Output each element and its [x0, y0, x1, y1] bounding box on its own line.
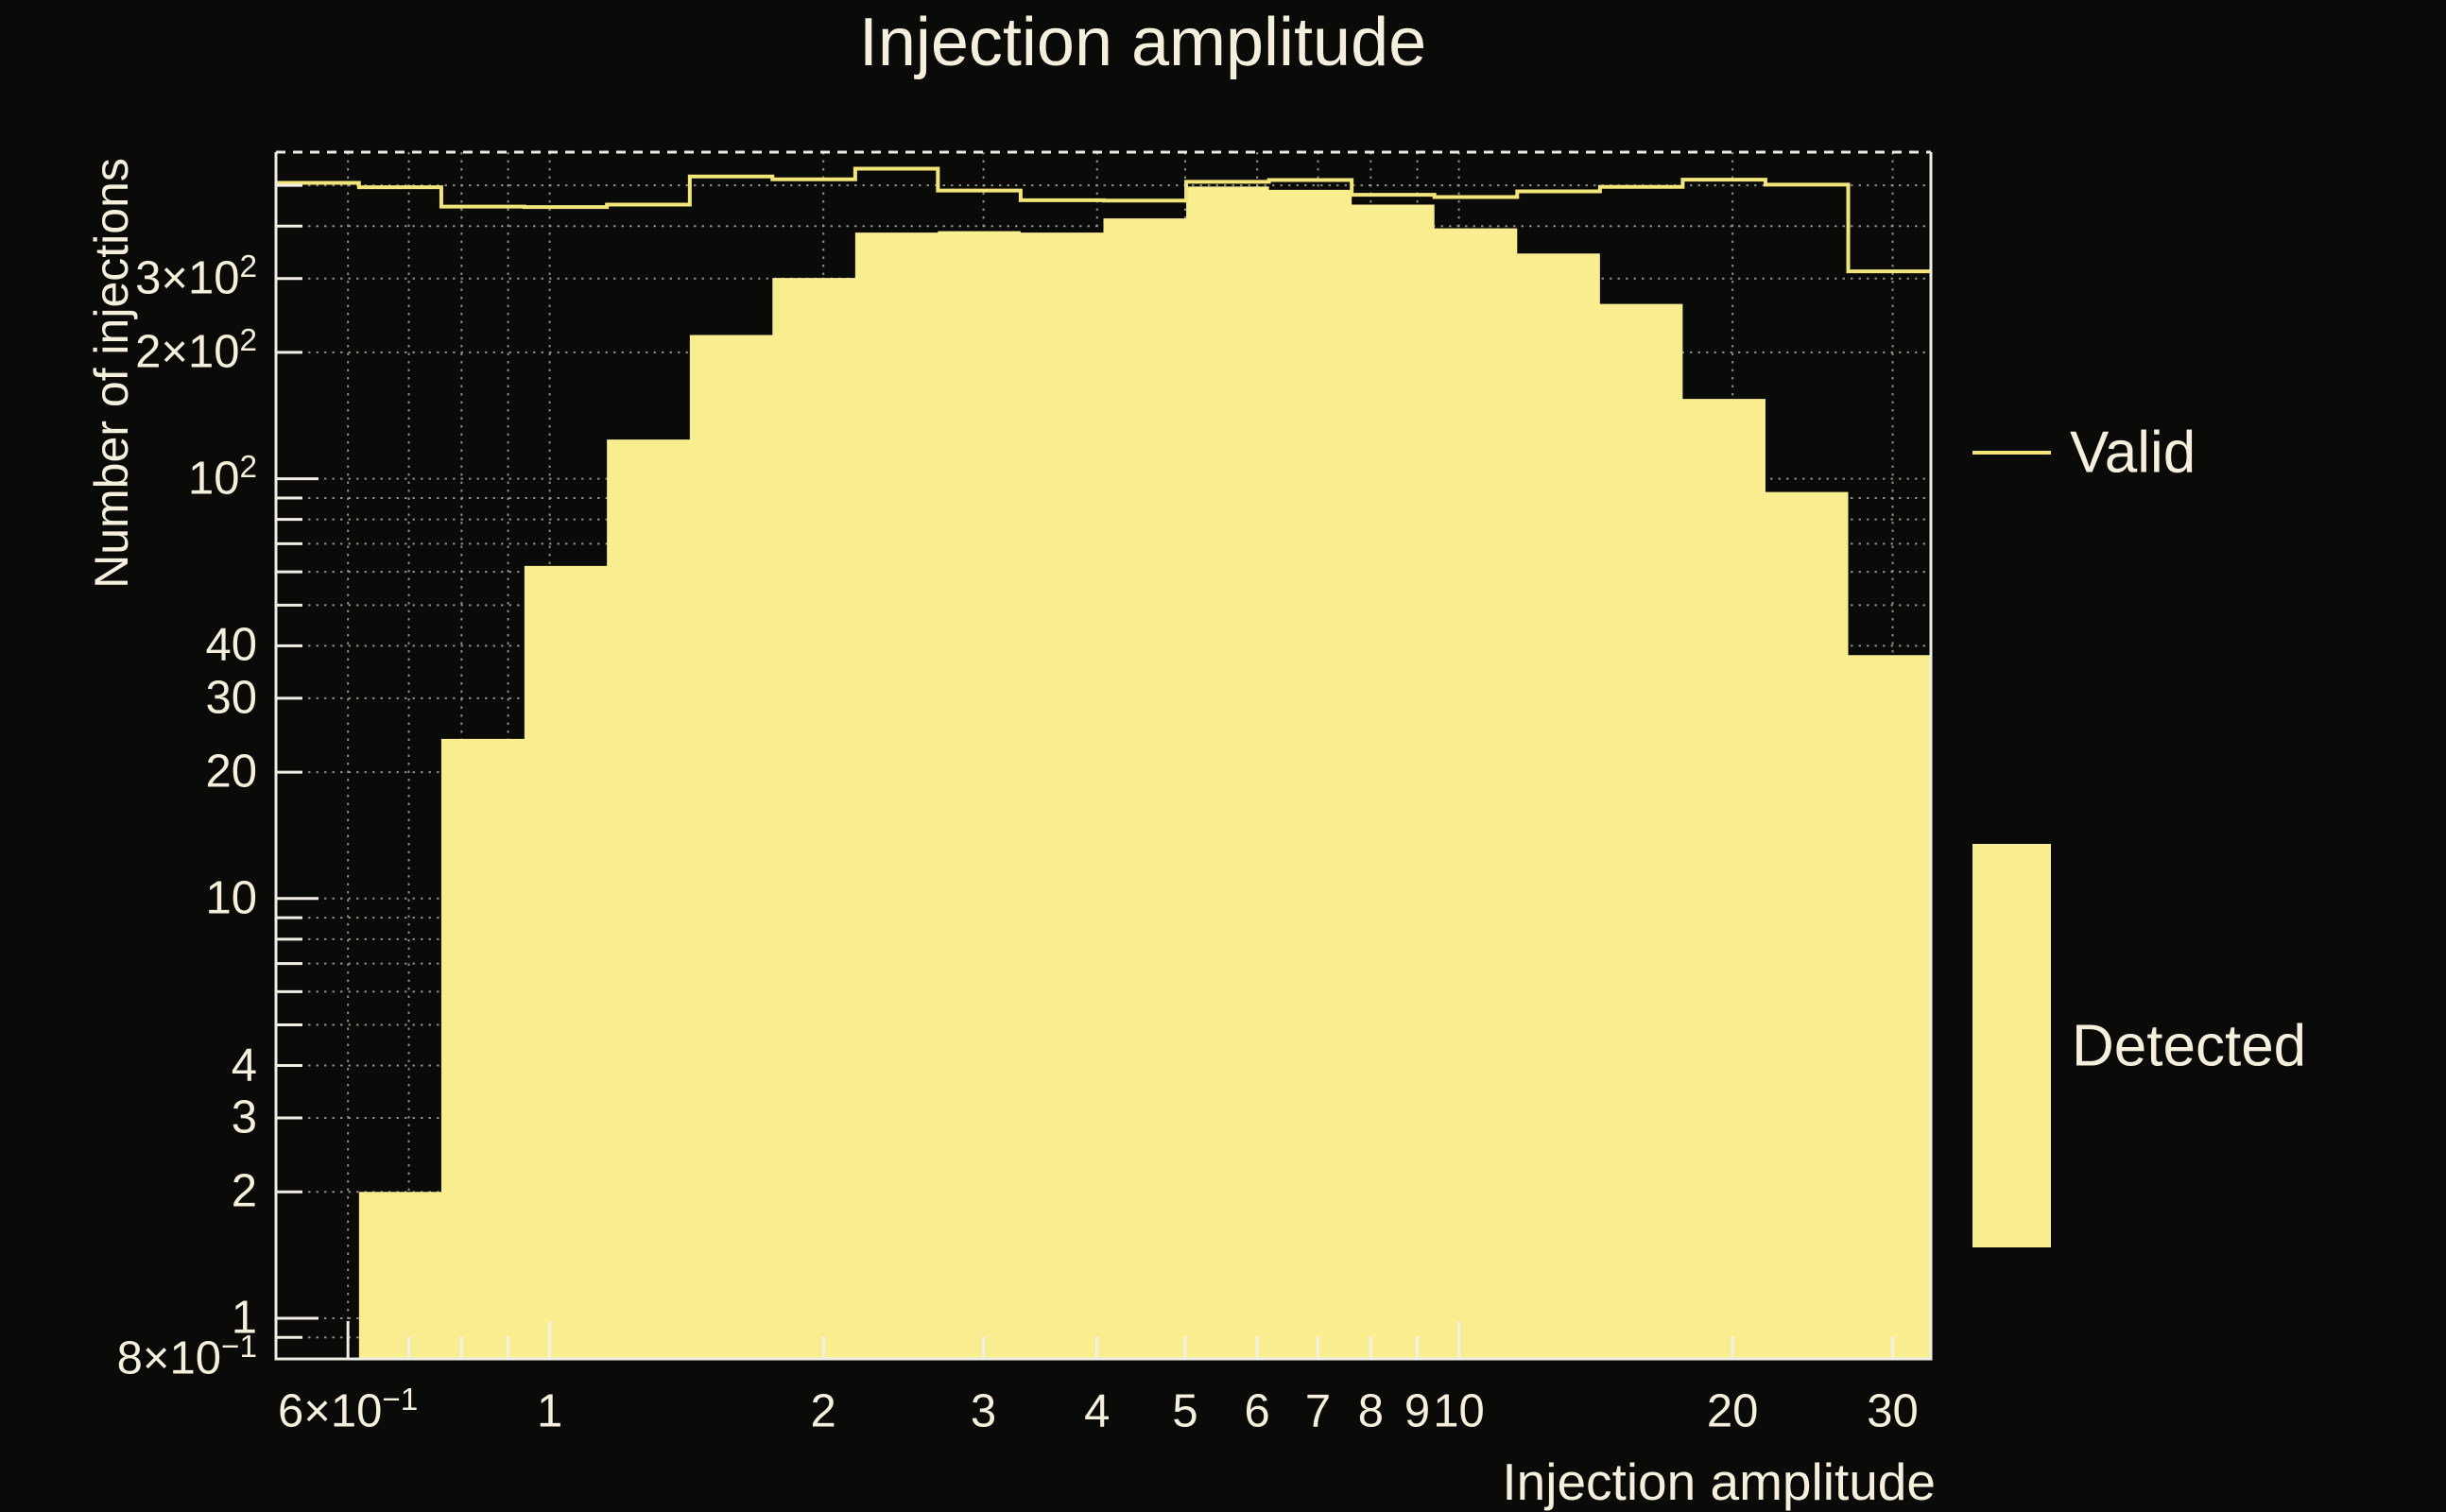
y-tick-label: 20 — [205, 746, 257, 798]
legend-valid-label: Valid — [2070, 420, 2196, 486]
legend-valid-line-sample — [1972, 451, 2051, 455]
valid-histogram-line — [276, 166, 1931, 274]
x-tick-label: 7 — [1304, 1385, 1332, 1437]
y-tick-label: 10 — [205, 872, 257, 924]
y-tick-label: 2 — [231, 1165, 257, 1217]
x-tick-label: 6×10−1 — [277, 1383, 419, 1437]
y-tick-label: 2×102 — [135, 323, 257, 378]
y-tick-label: 3×102 — [135, 249, 257, 304]
y-tick-label: 4 — [231, 1040, 257, 1091]
x-tick-label: 20 — [1706, 1385, 1759, 1437]
x-tick-label: 3 — [970, 1385, 997, 1437]
x-tick-label: 10 — [1433, 1385, 1485, 1437]
y-tick-label: 40 — [205, 619, 257, 671]
x-tick-label: 1 — [536, 1385, 563, 1437]
x-axis-title: Injection amplitude — [1502, 1452, 1936, 1511]
y-axis-title: Number of injections — [85, 158, 138, 589]
x-tick-label: 4 — [1084, 1385, 1111, 1437]
y-tick-label: 8×10−1 — [116, 1330, 257, 1384]
x-tick-label: 5 — [1172, 1385, 1198, 1437]
y-tick-label: 3 — [231, 1091, 257, 1143]
detected-histogram-fill — [276, 186, 1931, 1360]
x-tick-label: 8 — [1357, 1385, 1384, 1437]
y-tick-label: 102 — [187, 449, 257, 505]
chart-title: Injection amplitude — [858, 5, 1427, 80]
plot-frame — [274, 152, 1933, 1361]
legend-detected-label: Detected — [2072, 1013, 2307, 1079]
legend-detected-swatch — [1972, 844, 2051, 1247]
y-tick-label: 1 — [231, 1292, 257, 1344]
y-tick-label: 30 — [205, 672, 257, 724]
x-tick-label: 6 — [1244, 1385, 1270, 1437]
x-tick-label: 9 — [1404, 1385, 1431, 1437]
x-tick-label: 30 — [1867, 1385, 1919, 1437]
x-tick-label: 2 — [810, 1385, 836, 1437]
